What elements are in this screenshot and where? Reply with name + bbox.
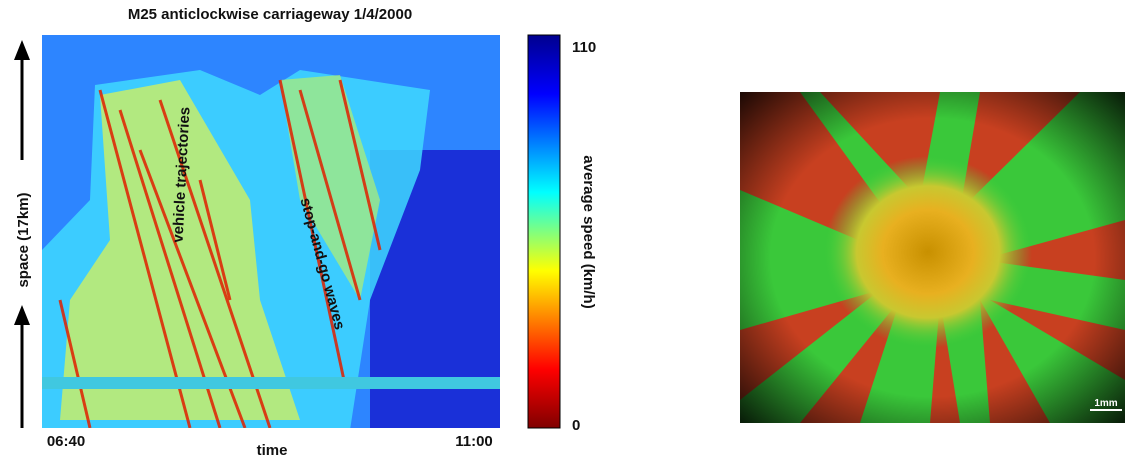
y-label: space (17km) bbox=[15, 192, 32, 287]
photo bbox=[740, 92, 1125, 423]
colorbar-max: 110 bbox=[572, 39, 596, 56]
colorbar-min: 0 bbox=[572, 417, 580, 434]
title: M25 anticlockwise carriageway 1/4/2000 bbox=[128, 6, 412, 23]
colorbar bbox=[527, 34, 561, 429]
colorbar-label: average speed (km/h) bbox=[580, 155, 597, 308]
heatmap bbox=[42, 35, 500, 428]
axis-arrows bbox=[14, 40, 30, 428]
x-start: 06:40 bbox=[47, 433, 85, 450]
scale-bar: 1mm bbox=[1094, 398, 1117, 409]
x-label: time bbox=[257, 442, 288, 459]
x-end: 11:00 bbox=[455, 433, 493, 450]
